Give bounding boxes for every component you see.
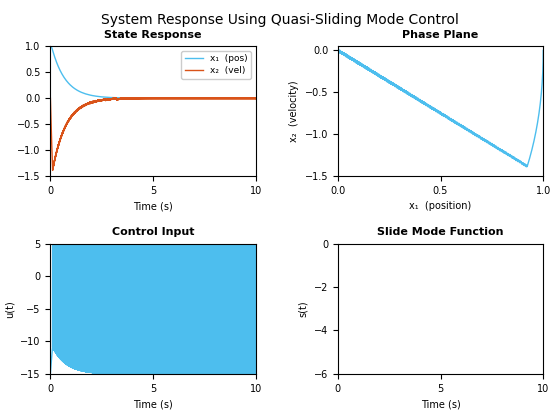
Title: Phase Plane: Phase Plane: [403, 30, 479, 40]
X-axis label: Time (s): Time (s): [421, 399, 460, 409]
Y-axis label: x₂  (velocity): x₂ (velocity): [289, 80, 299, 142]
X-axis label: Time (s): Time (s): [133, 202, 173, 212]
Title: Control Input: Control Input: [112, 228, 194, 237]
X-axis label: x₁  (position): x₁ (position): [409, 202, 472, 212]
Y-axis label: u(t): u(t): [4, 300, 15, 318]
X-axis label: Time (s): Time (s): [133, 399, 173, 409]
Y-axis label: s(t): s(t): [298, 300, 308, 317]
Legend: x₁  (pos), x₂  (vel): x₁ (pos), x₂ (vel): [181, 51, 251, 79]
Text: System Response Using Quasi-Sliding Mode Control: System Response Using Quasi-Sliding Mode…: [101, 13, 459, 26]
Title: Slide Mode Function: Slide Mode Function: [377, 228, 504, 237]
Title: State Response: State Response: [104, 30, 202, 40]
